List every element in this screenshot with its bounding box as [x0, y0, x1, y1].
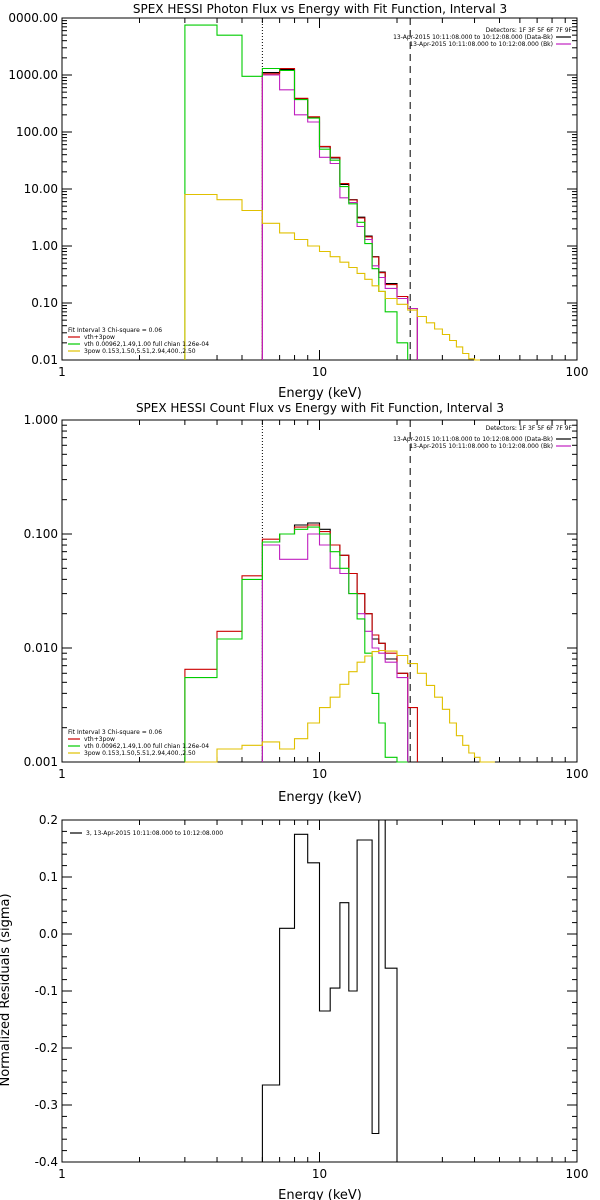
legend-top-right-entry: 13-Apr-2015 10:11:08.000 to 10:12:08.000… [393, 436, 553, 443]
series-data-bk [261, 68, 418, 360]
y-tick-label: 10.00 [24, 182, 58, 196]
series-3pow [184, 649, 495, 763]
photon-flux-detectors: Detectors: 1F 3F 5F 6F 7F 9F [486, 27, 573, 34]
y-tick-label: 1000.00 [8, 68, 58, 82]
legend-top-right-entry: 13-Apr-2015 10:11:08.000 to 10:12:08.000… [393, 34, 553, 41]
legend-bottom-left-entry: vth+3pow [84, 736, 115, 743]
count-flux-panel: SPEX HESSI Count Flux vs Energy with Fit… [24, 401, 589, 805]
residuals-ylabel: Normalized Residuals (sigma) [0, 893, 13, 1086]
series-vth [184, 24, 409, 360]
legend-bottom-left-entry: vth 0.00962,1.49,1.00 full chian 1.26e-0… [84, 743, 209, 750]
photon-flux-marks: 1 10 100 0.01 0.10 1.00 10.00 100.00 1000.00 0000… [8, 11, 588, 379]
y-tick-label: 0.0 [39, 927, 58, 941]
count-flux-marks: 1 10 100 0.001 0.010 0.100 1.000 13-Apr-2015 10… [24, 413, 589, 781]
y-tick-label: 100.00 [16, 125, 58, 139]
photon-flux-title: SPEX HESSI Photon Flux vs Energy with Fi… [133, 2, 507, 16]
legend-bottom-left-entry: 3pow 0.153,1.50,5.51,2.94,400.,2.50 [84, 750, 196, 757]
y-tick-label: 0.10 [31, 296, 58, 310]
x-tick-label: 10 [312, 767, 327, 781]
y-tick-label: 0.001 [24, 755, 58, 769]
x-tick-label: 10 [312, 365, 327, 379]
y-tick-label: -0.3 [35, 1098, 58, 1112]
x-tick-label: 1 [58, 767, 66, 781]
count-flux-title: SPEX HESSI Count Flux vs Energy with Fit… [136, 401, 504, 415]
series-vth+3pow [261, 67, 418, 360]
x-tick-label: 100 [566, 365, 589, 379]
y-tick-label: 0000.00 [8, 11, 58, 25]
count-flux-detectors: Detectors: 1F 3F 5F 6F 7F 9F [486, 425, 573, 432]
y-tick-label: 0.010 [24, 641, 58, 655]
x-tick-label: 100 [566, 1167, 589, 1181]
legend-entry: 3, 13-Apr-2015 10:11:08.000 to 10:12:08.… [86, 830, 223, 837]
x-tick-label: 1 [58, 365, 66, 379]
series-residuals [261, 819, 398, 1162]
y-tick-label: 1.00 [31, 239, 58, 253]
y-tick-label: -0.4 [35, 1155, 58, 1169]
y-tick-label: 0.2 [39, 813, 58, 827]
y-tick-label: 0.1 [39, 870, 58, 884]
series-bk [261, 533, 409, 762]
series-bk [261, 74, 418, 360]
y-tick-label: 0.01 [31, 353, 58, 367]
legend-top-right-entry: 13-Apr-2015 10:11:08.000 to 10:12:08.000… [409, 443, 553, 450]
count-flux-xlabel: Energy (keV) [278, 790, 362, 805]
x-tick-label: 10 [312, 1167, 327, 1181]
residuals-marks: 1 10 100 -0.4 -0.3 -0.2 -0.1 0.0 0.1 0.2 3, 13-Apr… [35, 813, 589, 1181]
legend-bottom-left-header: Fit Interval 3 Chi-square = 0.06 [68, 327, 162, 334]
y-tick-label: 0.100 [24, 527, 58, 541]
series-vth [184, 526, 408, 763]
series-vth+3pow [184, 524, 418, 762]
photon-flux-plot-frame [61, 17, 578, 361]
y-tick-label: 1.000 [24, 413, 58, 427]
series-3pow [184, 193, 480, 361]
legend-top-right-entry: 13-Apr-2015 10:11:08.000 to 10:12:08.000… [409, 41, 553, 48]
legend-bottom-left-entry: vth+3pow [84, 334, 115, 341]
y-tick-label: -0.2 [35, 1041, 58, 1055]
legend-bottom-left-entry: vth 0.00962,1.49,1.00 full chian 1.26e-0… [84, 341, 209, 348]
x-tick-label: 1 [58, 1167, 66, 1181]
residuals-xlabel: Energy (keV) [278, 1188, 362, 1200]
legend-bottom-left-header: Fit Interval 3 Chi-square = 0.06 [68, 729, 162, 736]
photon-flux-panel: SPEX HESSI Photon Flux vs Energy with Fi… [8, 2, 588, 401]
x-tick-label: 100 [566, 767, 589, 781]
legend-bottom-left-entry: 3pow 0.153,1.50,5.51,2.94,400.,2.50 [84, 348, 196, 355]
photon-flux-xlabel: Energy (keV) [278, 386, 362, 401]
residuals-panel: 1 10 100 -0.4 -0.3 -0.2 -0.1 0.0 0.1 0.2 3, 13-Apr… [0, 813, 588, 1200]
y-tick-label: -0.1 [35, 984, 58, 998]
